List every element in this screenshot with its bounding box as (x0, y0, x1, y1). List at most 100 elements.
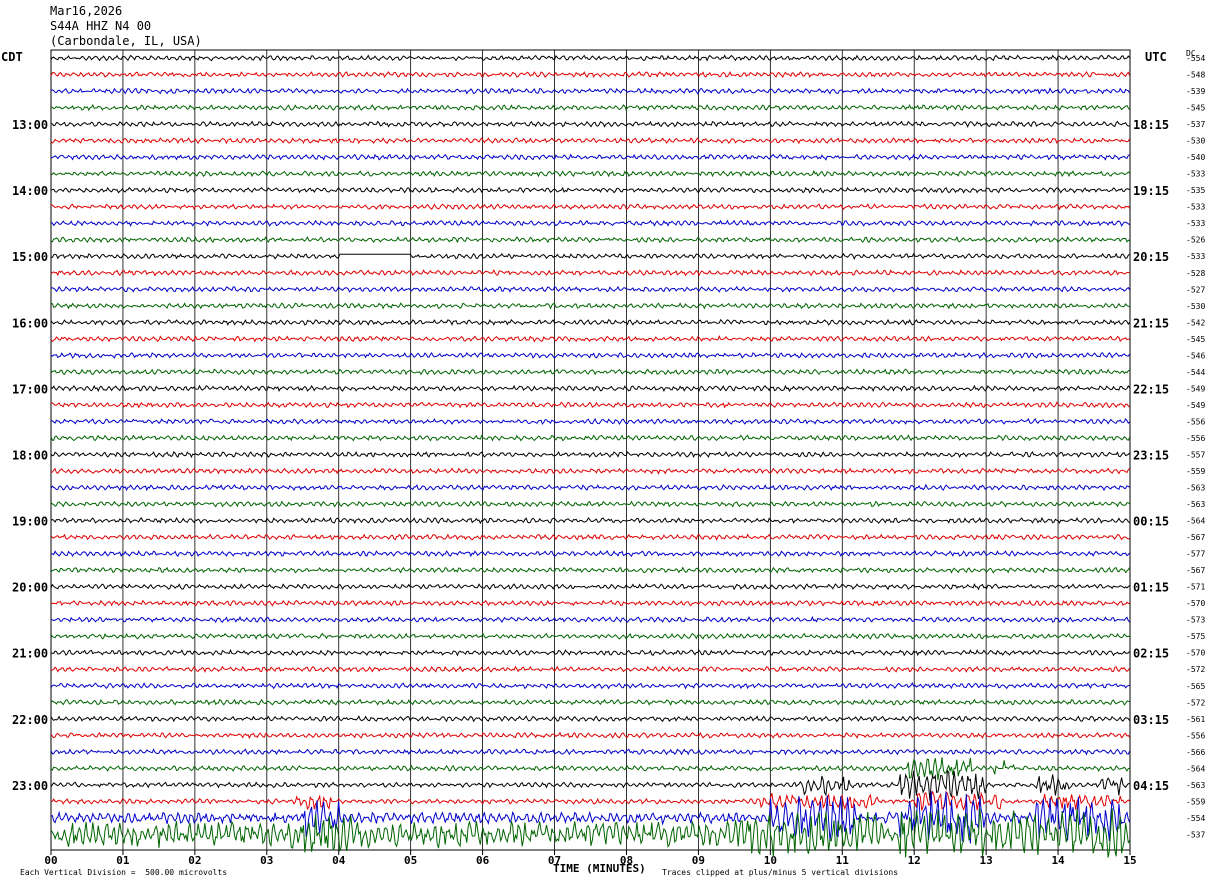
trace-row (50, 87, 1131, 95)
left-hour-label: 16:00 (12, 316, 48, 330)
dc-value: -533 (1186, 219, 1205, 228)
dc-value: -566 (1186, 748, 1205, 757)
dc-value: -533 (1186, 170, 1205, 179)
trace-row (51, 648, 1131, 657)
trace-row (50, 533, 1130, 541)
dc-value: -537 (1186, 120, 1205, 129)
left-hour-label: 17:00 (12, 382, 48, 396)
x-tick-label: 01 (116, 854, 130, 867)
trace-row (50, 550, 1131, 558)
x-tick-label: 02 (188, 854, 201, 867)
trace-row (50, 748, 1131, 756)
trace-row (50, 516, 1131, 525)
trace-row (50, 401, 1131, 409)
left-hour-label: 20:00 (12, 581, 48, 595)
dc-value: -556 (1186, 434, 1205, 443)
x-tick-label: 09 (692, 854, 705, 867)
trace-row (50, 54, 1131, 62)
trace-row (50, 769, 1130, 801)
x-axis-label: TIME (MINUTES) (553, 862, 646, 875)
dc-value: -563 (1186, 781, 1205, 790)
left-hour-label: 14:00 (12, 184, 48, 198)
trace-row (50, 715, 1131, 723)
trace-row (50, 451, 1131, 459)
left-hour-label: 19:00 (12, 515, 48, 529)
right-hour-label: 02:15 (1133, 647, 1169, 661)
dc-value: -554 (1186, 54, 1205, 63)
trace-row (50, 790, 1131, 811)
right-hour-label: 18:15 (1133, 118, 1169, 132)
x-tick-label: 08 (620, 854, 633, 867)
trace-row (50, 170, 1130, 178)
dc-value: -563 (1186, 484, 1205, 493)
trace-row (50, 351, 1131, 359)
trace-row (51, 186, 1130, 194)
trace-row (50, 302, 1130, 310)
trace-row (50, 632, 1130, 640)
dc-value: -571 (1186, 583, 1205, 592)
trace-row (50, 417, 1131, 426)
dc-value: -526 (1186, 236, 1205, 245)
x-tick-label: 15 (1123, 854, 1136, 867)
trace-row (50, 615, 1131, 624)
trace-row (50, 384, 1131, 393)
trace-row (50, 219, 1130, 227)
right-axis-label: UTC (1145, 50, 1167, 64)
dc-value: -548 (1186, 71, 1205, 80)
x-tick-label: 04 (332, 854, 346, 867)
dc-value: -542 (1186, 318, 1205, 327)
trace-row (50, 483, 1130, 492)
dc-value: -557 (1186, 450, 1205, 459)
right-hour-label: 23:15 (1133, 448, 1169, 462)
dc-value: -564 (1186, 517, 1205, 526)
right-hour-label: 20:15 (1133, 250, 1169, 264)
trace-row (50, 203, 1131, 211)
trace-row (50, 500, 1131, 508)
right-hour-label: 03:15 (1133, 713, 1169, 727)
trace-row (50, 285, 1131, 293)
left-hour-label: 15:00 (12, 250, 48, 264)
dc-value: -572 (1186, 665, 1205, 674)
trace-row (50, 153, 1130, 161)
trace-row (50, 566, 1131, 574)
trace-row (50, 791, 1131, 844)
dc-value: -546 (1186, 351, 1205, 360)
trace-row (50, 731, 1131, 740)
dc-value: -570 (1186, 599, 1205, 608)
dc-value: -561 (1186, 715, 1205, 724)
dc-value: -549 (1186, 384, 1205, 393)
dc-value: -573 (1186, 616, 1205, 625)
dc-value: -559 (1186, 797, 1205, 806)
trace-row (50, 120, 1130, 128)
right-hour-label: 04:15 (1133, 779, 1169, 793)
left-hour-label: 21:00 (12, 647, 48, 661)
dc-value: -530 (1186, 302, 1205, 311)
trace-row (50, 269, 1130, 277)
trace-row (50, 434, 1131, 442)
x-tick-label: 12 (908, 854, 921, 867)
trace-row (50, 103, 1131, 112)
chart-date: Mar16,2026 (50, 4, 123, 18)
dc-value: -577 (1186, 550, 1205, 559)
left-hour-label: 22:00 (12, 713, 48, 727)
left-hour-label: 18:00 (12, 448, 48, 462)
dc-value: -533 (1186, 252, 1205, 261)
dc-value: -570 (1186, 649, 1205, 658)
footer-scale-note: Each Vertical Division = 500.00 microvol… (20, 868, 228, 877)
dc-value: -565 (1186, 682, 1205, 691)
dc-value: -539 (1186, 87, 1205, 96)
dc-value: -540 (1186, 153, 1205, 162)
dc-value: -564 (1186, 764, 1205, 773)
trace-row (50, 335, 1130, 343)
trace-row (50, 583, 1131, 591)
dc-value: -567 (1186, 566, 1205, 575)
right-hour-label: 22:15 (1133, 382, 1169, 396)
left-axis-label: CDT (1, 50, 23, 64)
trace-row (50, 235, 1130, 244)
x-tick-label: 07 (548, 854, 561, 867)
dc-value: -554 (1186, 814, 1205, 823)
trace-row (50, 808, 1131, 858)
right-hour-label: 01:15 (1133, 581, 1169, 595)
x-tick-label: 06 (476, 854, 490, 867)
dc-value: -559 (1186, 467, 1205, 476)
